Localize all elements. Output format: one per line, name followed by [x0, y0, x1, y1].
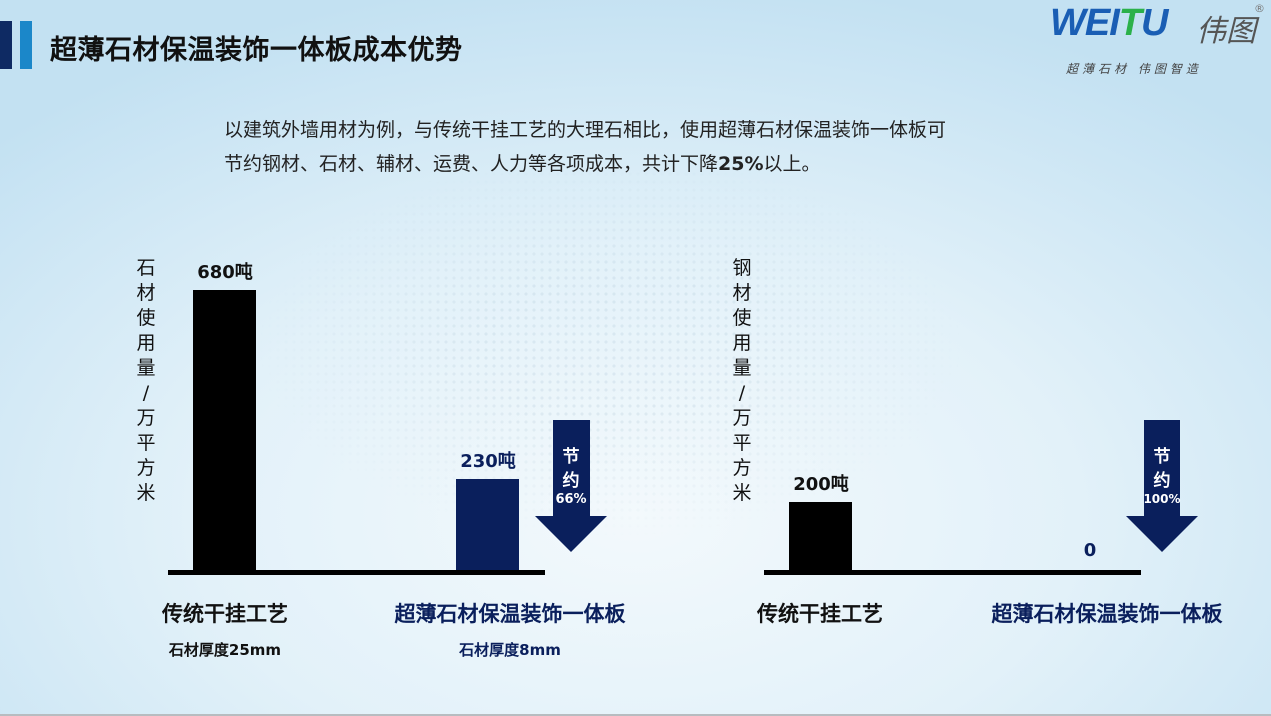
- y-axis-char: 米: [136, 482, 156, 504]
- y-axis-char: 方: [732, 457, 752, 479]
- logo-wordmark: WEITU: [1050, 2, 1168, 45]
- y-axis-label-steel: 钢 材 使 用 量 / 万 平 方 米: [730, 256, 754, 506]
- weitu-logo: WEITU 伟图 ® 超薄石材 伟图智造: [1048, 2, 1270, 78]
- bar-value-new-stone: 230吨: [460, 451, 516, 472]
- y-axis-char: 使: [136, 307, 156, 329]
- y-axis-char: 量: [136, 357, 156, 379]
- logo-word-part: U: [1141, 2, 1168, 44]
- registered-icon: ®: [1254, 2, 1265, 15]
- category-new-panel: 超薄石材保温装饰一体板: [394, 602, 626, 626]
- logo-word-green: T: [1118, 2, 1142, 44]
- y-axis-char: 石: [136, 257, 156, 279]
- arrow-text-save-2: 约: [562, 471, 580, 491]
- bar-new-stone: [456, 479, 519, 572]
- y-axis-char: 平: [136, 432, 156, 454]
- arrow-text-save-1: 节: [1153, 447, 1171, 467]
- subcategory-thickness-8mm: 石材厚度8mm: [459, 641, 561, 659]
- logo-chinese-name: 伟图: [1196, 14, 1256, 49]
- y-axis-char: /: [142, 382, 150, 404]
- category-new-panel: 超薄石材保温装饰一体板: [991, 602, 1223, 626]
- y-axis-char: 用: [732, 332, 752, 354]
- y-axis-char: /: [738, 382, 746, 404]
- bar-value-new-steel: 0: [1083, 540, 1097, 561]
- intro-line-2-text: 节约钢材、石材、辅材、运费、人力等各项成本，共计下降: [224, 153, 719, 175]
- subcategory-thickness-25mm: 石材厚度25mm: [168, 641, 282, 659]
- arrow-text-save-2: 约: [1153, 471, 1171, 491]
- y-axis-char: 钢: [732, 257, 752, 279]
- savings-arrow-stone: 节 约 66%: [535, 420, 607, 552]
- arrow-savings-percent: 66%: [555, 492, 587, 507]
- arrow-text-save-1: 节: [562, 447, 580, 467]
- bar-value-traditional-stone: 680吨: [197, 262, 253, 283]
- bar-traditional-steel: [789, 502, 852, 572]
- y-axis-char: 材: [732, 282, 752, 304]
- savings-arrow-steel: 节 约 100%: [1126, 420, 1198, 552]
- y-axis-char: 平: [732, 432, 752, 454]
- y-axis-char: 米: [732, 482, 752, 504]
- slide-bottom-border: [0, 714, 1271, 716]
- category-traditional: 传统干挂工艺: [757, 602, 883, 626]
- title-accent-bar-light: [20, 21, 32, 69]
- logo-slogan: 超薄石材 伟图智造: [1066, 62, 1202, 76]
- intro-line-2: 节约钢材、石材、辅材、运费、人力等各项成本，共计下降25%以上。: [224, 147, 1084, 181]
- title-accent-bar-dark: [0, 21, 12, 69]
- intro-highlight-percent: 25%: [718, 153, 764, 175]
- y-axis-char: 方: [136, 457, 156, 479]
- y-axis-char: 用: [136, 332, 156, 354]
- down-arrow-icon: [535, 420, 607, 552]
- intro-line-2-suffix: 以上。: [763, 153, 821, 175]
- intro-paragraph: 以建筑外墙用材为例，与传统干挂工艺的大理石相比，使用超薄石材保温装饰一体板可 节…: [224, 113, 1084, 181]
- y-axis-char: 万: [732, 407, 752, 429]
- x-axis-baseline: [764, 570, 1141, 575]
- page-title: 超薄石材保温装饰一体板成本优势: [50, 35, 463, 66]
- bar-traditional-stone: [193, 290, 256, 572]
- intro-line-1: 以建筑外墙用材为例，与传统干挂工艺的大理石相比，使用超薄石材保温装饰一体板可: [224, 119, 947, 141]
- logo-word-part: WEI: [1050, 2, 1120, 44]
- bar-value-traditional-steel: 200吨: [793, 474, 849, 495]
- category-traditional: 传统干挂工艺: [162, 602, 288, 626]
- world-map-dots-background: [250, 170, 1050, 610]
- y-axis-char: 使: [732, 307, 752, 329]
- y-axis-label-stone: 石 材 使 用 量 / 万 平 方 米: [134, 256, 158, 506]
- y-axis-char: 万: [136, 407, 156, 429]
- y-axis-char: 材: [136, 282, 156, 304]
- arrow-savings-percent: 100%: [1143, 492, 1181, 506]
- down-arrow-icon: [1126, 420, 1198, 552]
- x-axis-baseline: [168, 570, 545, 575]
- y-axis-char: 量: [732, 357, 752, 379]
